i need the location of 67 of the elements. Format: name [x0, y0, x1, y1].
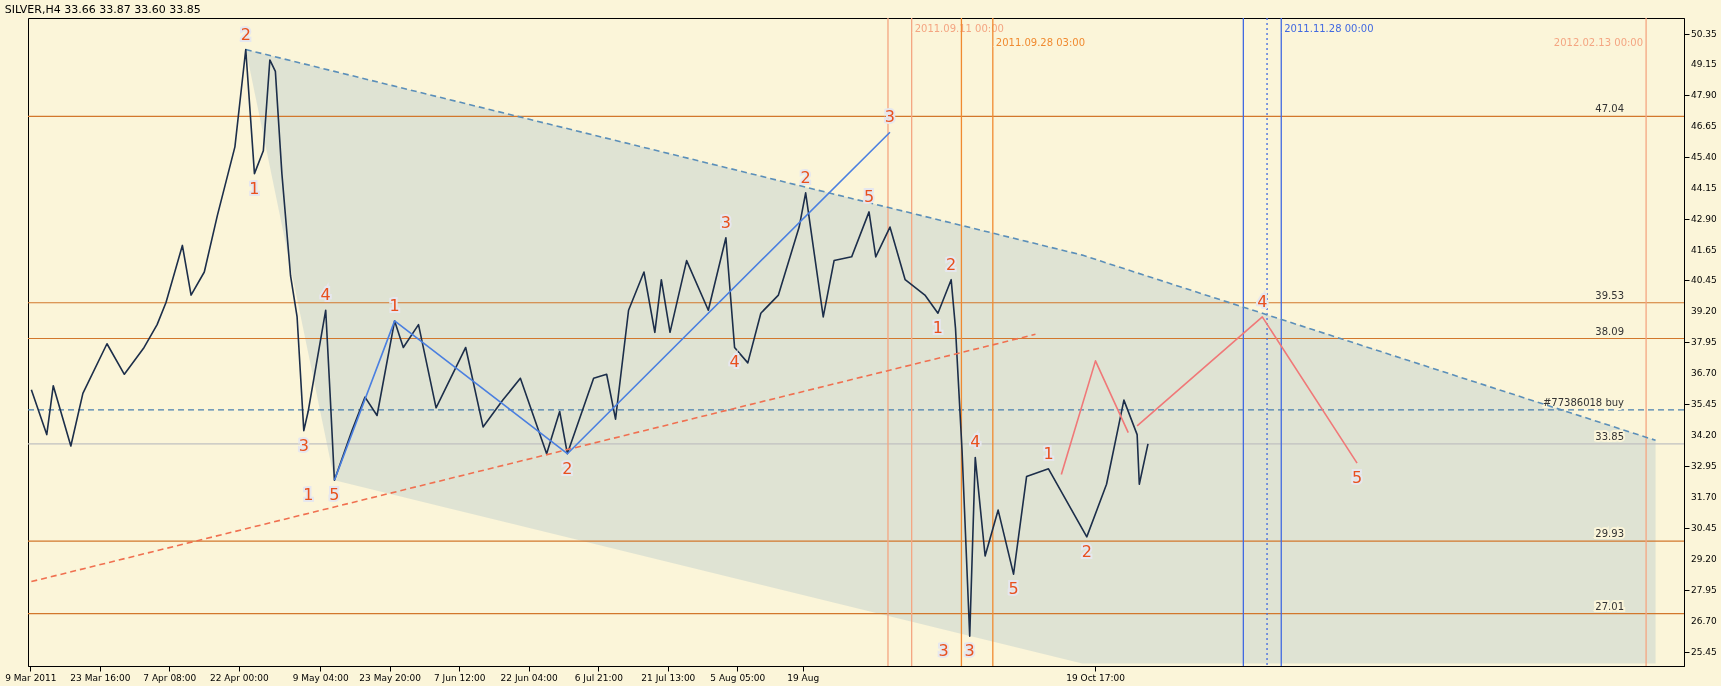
- x-tick-label: 23 May 20:00: [359, 672, 422, 683]
- annotation: 3: [720, 212, 731, 232]
- annotation: 3: [964, 641, 975, 661]
- line-series: [333, 131, 891, 482]
- annotation: 1: [249, 178, 260, 198]
- ref-line-label: 2011.11.28 00:00: [1284, 23, 1374, 34]
- annotation: 2: [1081, 541, 1092, 561]
- x-tick-label: 22 Jun 04:00: [500, 672, 559, 683]
- annotation: 2: [240, 24, 251, 44]
- y-tick-label: 36.70: [1691, 368, 1718, 379]
- x-tick-label: 22 Apr 00:00: [210, 672, 269, 683]
- y-tick-label: 49.15: [1691, 58, 1717, 69]
- annotation: 3: [298, 435, 309, 455]
- y-tick-label: 46.65: [1691, 121, 1717, 131]
- x-tick-label: 6 Jul 21:00: [574, 672, 624, 683]
- y-tick-label: 42.90: [1691, 214, 1718, 225]
- x-tick-label: 7 Jun 12:00: [433, 672, 486, 683]
- y-tick-label: 34.20: [1691, 430, 1718, 441]
- y-tick-label: 37.95: [1691, 337, 1717, 347]
- annotation: 5: [329, 485, 340, 505]
- y-tick-label: 30.45: [1691, 523, 1717, 534]
- ref-line-label: 38.09: [1595, 325, 1624, 337]
- x-tick-label: 9 May 04:00: [292, 672, 349, 683]
- annotation: 5: [1008, 579, 1019, 599]
- chart-title: SILVER,H4 33.66 33.87 33.60 33.85: [4, 3, 201, 17]
- y-tick-label: 29.20: [1691, 554, 1718, 565]
- annotation: 3: [938, 641, 949, 661]
- x-tick-label: 23 Mar 16:00: [70, 672, 131, 683]
- annotation: 1: [932, 318, 944, 338]
- ref-line-label: 39.53: [1595, 289, 1624, 301]
- y-tick-label: 32.95: [1691, 461, 1717, 472]
- annotation: 2: [946, 254, 957, 274]
- y-tick-label: 40.45: [1691, 274, 1717, 285]
- annotation: 4: [970, 432, 981, 452]
- ref-line-label: 47.04: [1595, 103, 1624, 115]
- x-tick-label: 19 Aug: [787, 672, 820, 683]
- y-tick-label: 27.95: [1691, 585, 1717, 596]
- annotation: 5: [1351, 468, 1363, 488]
- ref-line-label: 29.93: [1595, 528, 1624, 540]
- annotation: 2: [800, 167, 811, 187]
- y-tick-label: 31.70: [1691, 492, 1718, 503]
- y-tick-label: 26.70: [1691, 616, 1718, 627]
- annotation: 1: [303, 485, 314, 505]
- y-tick-label: 50.35: [1691, 29, 1717, 40]
- ref-line-label: #77386018 buy: [1542, 396, 1625, 408]
- annotation: 5: [863, 186, 875, 206]
- line-series: [30, 48, 1149, 638]
- x-tick-label: 21 Jul 13:00: [641, 672, 696, 683]
- y-tick-label: 44.15: [1691, 183, 1717, 194]
- y-tick-label: 45.40: [1691, 152, 1718, 163]
- ref-line-label: 2012.02.13 00:00: [1553, 37, 1644, 48]
- ref-line-label: 2011.09.28 03:00: [995, 37, 1086, 48]
- ref-line-label: 27.01: [1595, 600, 1624, 612]
- x-tick-label: 9 Mar 2011: [5, 672, 57, 683]
- annotation: 1: [1043, 443, 1054, 463]
- x-tick-label: 5 Aug 05:00: [710, 672, 766, 683]
- annotation: 4: [729, 352, 740, 372]
- x-tick-label: 19 Oct 17:00: [1066, 672, 1126, 683]
- y-tick-label: 35.45: [1691, 399, 1717, 410]
- y-tick-label: 25.45: [1691, 647, 1717, 658]
- y-tick-label: 41.65: [1691, 245, 1717, 256]
- x-tick-label: 7 Apr 08:00: [143, 672, 197, 683]
- y-tick-label: 47.90: [1691, 89, 1718, 100]
- annotation: 2: [562, 458, 573, 478]
- ref-line-label: 33.85: [1595, 430, 1624, 442]
- annotation: 4: [320, 285, 331, 305]
- y-tick-label: 39.20: [1691, 305, 1718, 316]
